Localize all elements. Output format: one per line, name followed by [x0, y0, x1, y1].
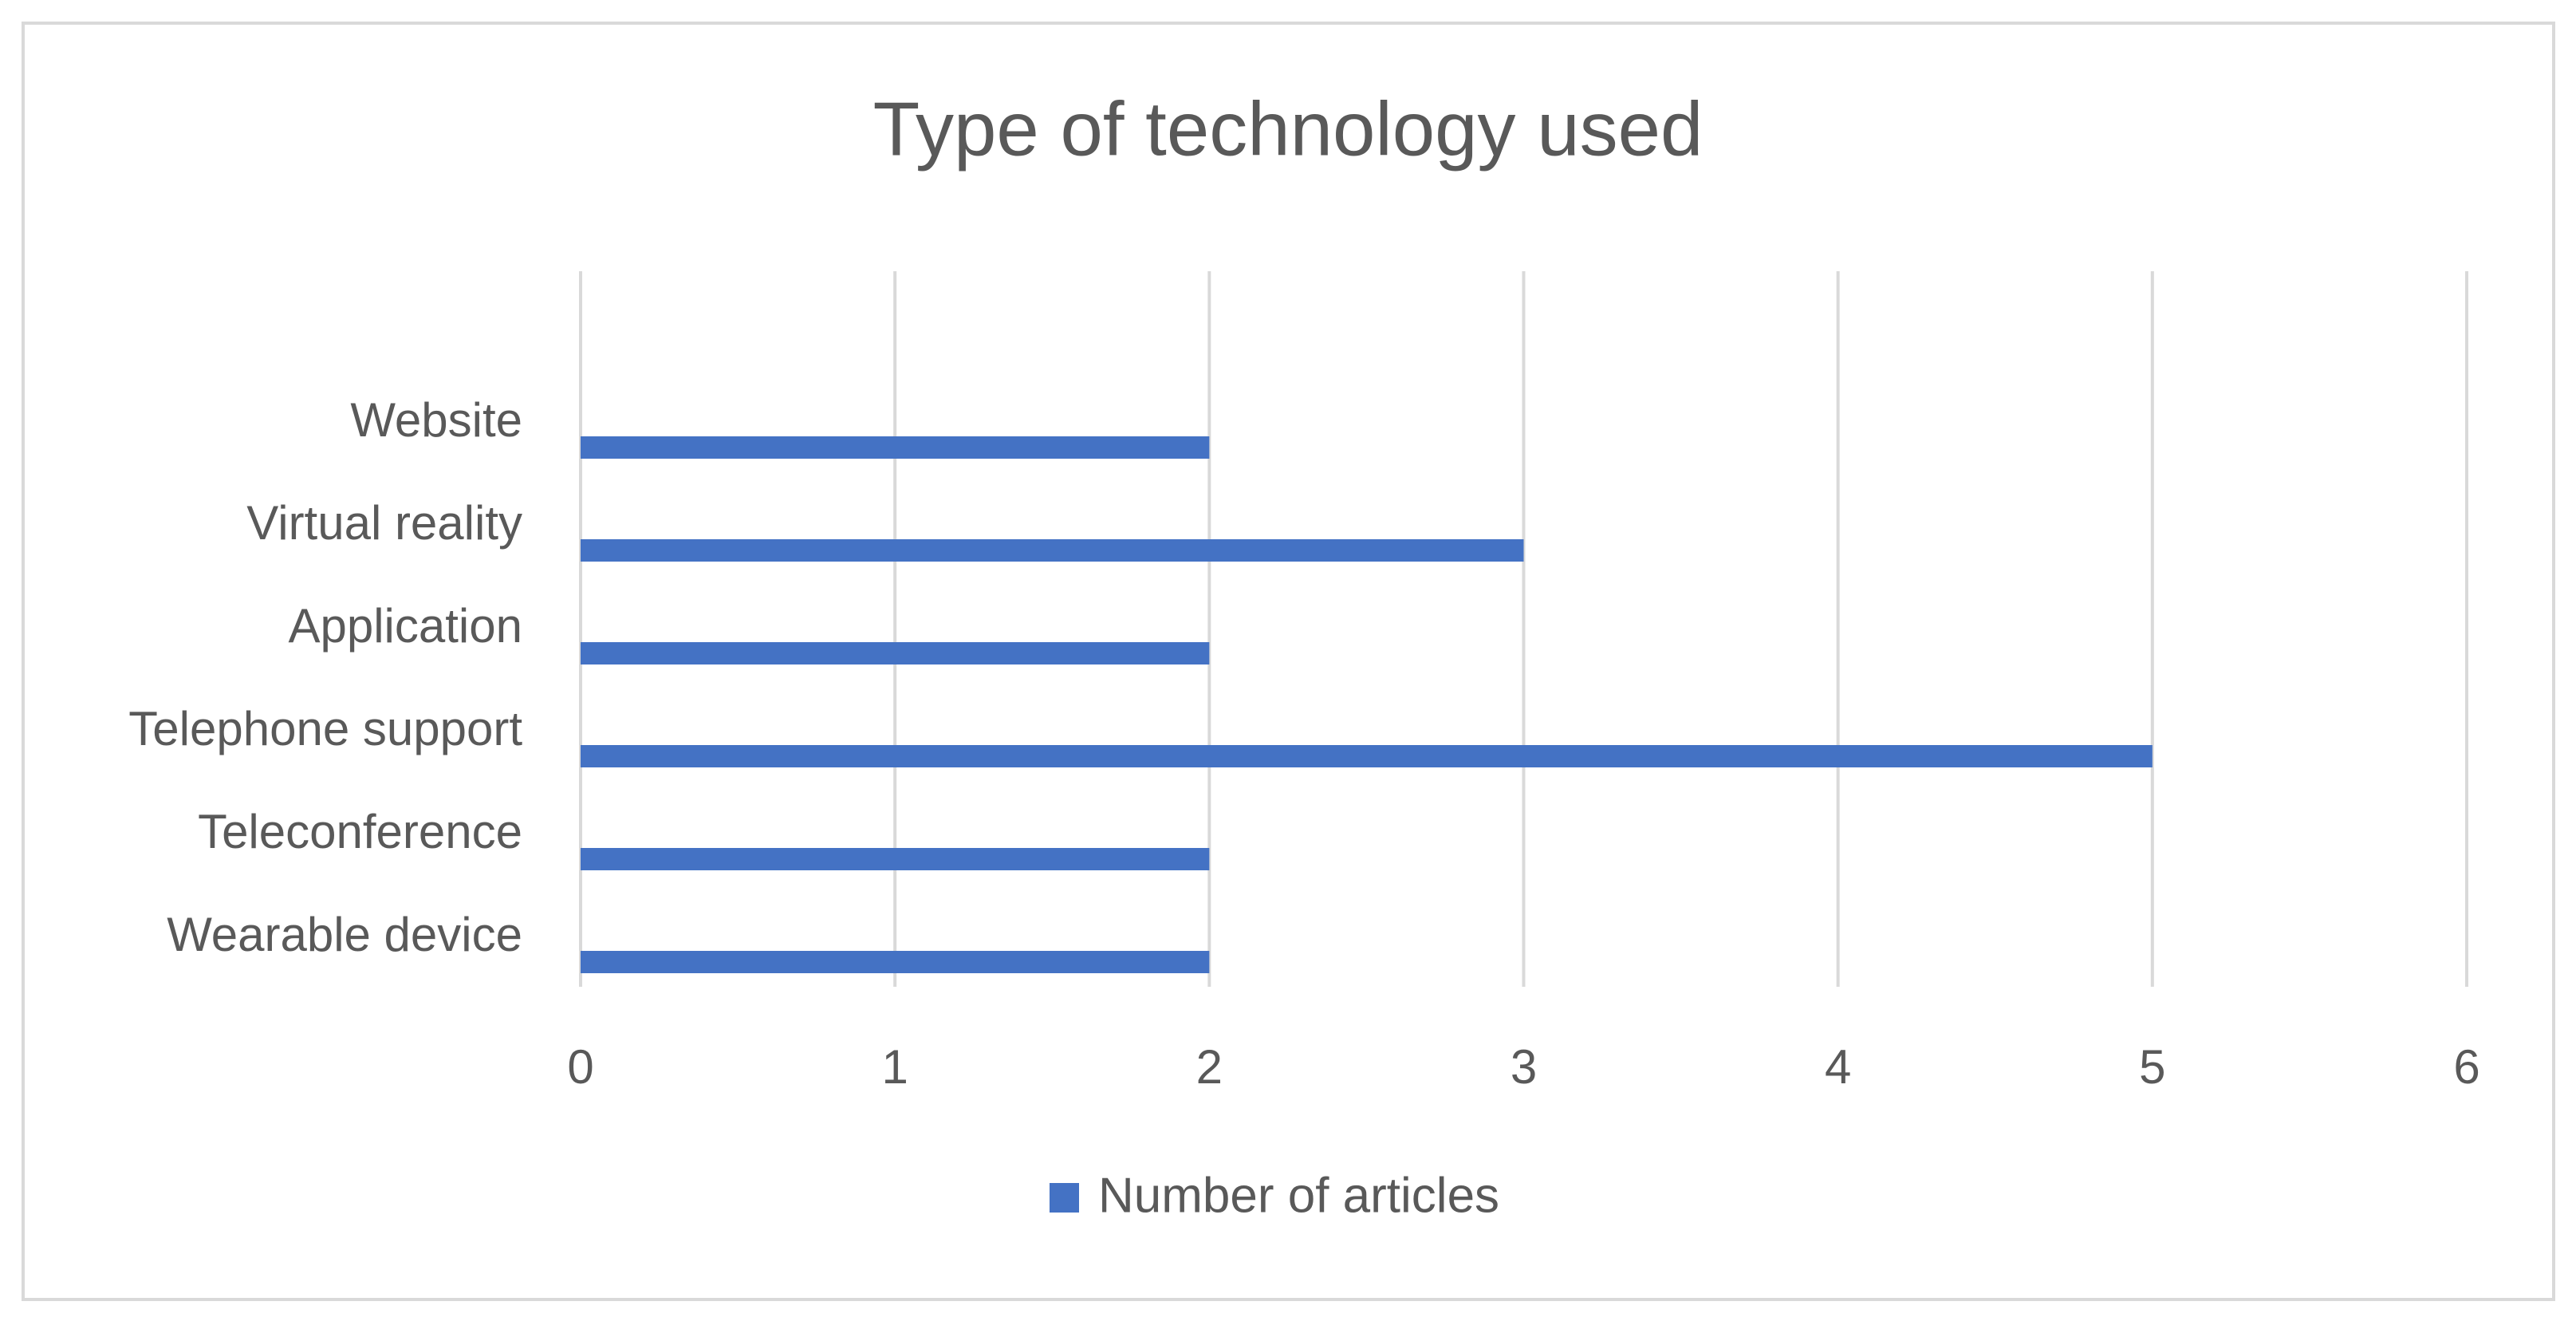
x-tick-label: 1 [881, 1040, 908, 1094]
bar [581, 745, 2153, 767]
x-tick-label: 2 [1196, 1040, 1223, 1094]
bar [581, 539, 1524, 562]
y-tick-label: Application [288, 599, 522, 653]
x-tick-label: 3 [1511, 1040, 1537, 1094]
y-tick-label: Wearable device [167, 908, 522, 961]
y-tick-label: Teleconference [198, 805, 522, 858]
x-tick-label: 0 [567, 1040, 593, 1094]
bar [581, 436, 1210, 459]
bar [581, 848, 1210, 870]
x-tick-label: 4 [1825, 1040, 1851, 1094]
y-tick-label: Virtual reality [246, 496, 522, 550]
legend-label: Number of articles [1098, 1168, 1499, 1223]
bar [581, 642, 1210, 664]
legend-swatch [1050, 1183, 1079, 1213]
x-tick-label: 5 [2139, 1040, 2165, 1094]
y-tick-label: Telephone support [128, 702, 522, 755]
chart-border [22, 22, 2555, 1301]
x-tick-label: 6 [2453, 1040, 2479, 1094]
y-tick-label: Website [350, 393, 522, 447]
bar [581, 951, 1210, 973]
chart-title: Type of technology used [873, 86, 1704, 172]
